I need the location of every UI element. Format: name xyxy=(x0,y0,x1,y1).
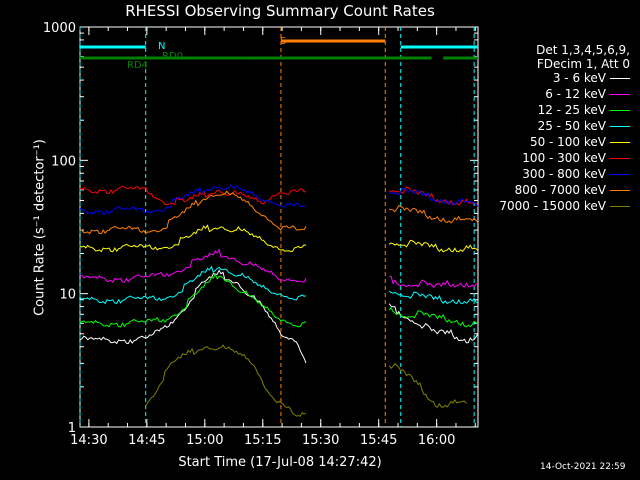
legend-swatch xyxy=(610,110,630,111)
legend-label: 100 - 300 keV xyxy=(522,151,606,165)
legend-label: 6 - 12 keV xyxy=(545,87,606,101)
series-line xyxy=(79,265,479,305)
legend-label: 12 - 25 keV xyxy=(537,103,606,117)
y-tick-label: 1000 xyxy=(43,21,76,36)
legend-swatch xyxy=(610,78,630,79)
y-tick-label: 100 xyxy=(51,154,76,169)
x-axis-label: Start Time (17-Jul-08 14:27:42) xyxy=(178,455,382,470)
y-axis-label: Count Rate (s⁻¹ detector⁻¹) xyxy=(32,139,48,316)
legend-swatch xyxy=(610,126,630,127)
state-label: S xyxy=(280,36,286,47)
series-line xyxy=(79,224,479,253)
legend-label: 300 - 800 keV xyxy=(522,167,606,181)
legend-entry: 6 - 12 keV xyxy=(545,87,630,101)
legend-swatch xyxy=(610,142,630,143)
legend-label: 50 - 100 keV xyxy=(529,135,606,149)
legend-swatch xyxy=(610,174,630,175)
legend-swatch xyxy=(610,94,630,95)
legend-entry: 7000 - 15000 keV xyxy=(499,199,630,213)
y-tick-label: 10 xyxy=(59,288,76,303)
series-line xyxy=(79,272,479,328)
legend-label: 7000 - 15000 keV xyxy=(499,199,606,213)
legend-entry: 300 - 800 keV xyxy=(522,167,630,181)
series-line xyxy=(79,185,479,207)
legend-header: FDecim 1, Att 0 xyxy=(536,57,630,71)
x-tick-label: 14:30 xyxy=(70,433,107,448)
chart-title: RHESSI Observing Summary Count Rates xyxy=(125,2,435,20)
legend-label: 25 - 50 keV xyxy=(537,119,606,133)
footer-timestamp: 14-Oct-2021 22:59 xyxy=(540,462,626,472)
x-tick-label: 15:30 xyxy=(302,433,339,448)
legend-entry: 100 - 300 keV xyxy=(522,151,630,165)
x-tick-label: 15:00 xyxy=(186,433,223,448)
legend-label: 3 - 6 keV xyxy=(552,71,606,85)
legend-entry: 12 - 25 keV xyxy=(538,103,630,117)
y-tick-label: 1 xyxy=(68,421,76,436)
legend-swatch xyxy=(610,190,630,191)
state-label: RD0 xyxy=(162,51,183,62)
legend-swatch xyxy=(610,206,630,207)
series-line xyxy=(79,248,479,289)
x-tick-label: 14:45 xyxy=(128,433,165,448)
legend-entry: 3 - 6 keV xyxy=(553,71,630,85)
series-line xyxy=(79,184,479,216)
series-line xyxy=(79,269,479,364)
series-line xyxy=(145,344,467,417)
state-label: RD4 xyxy=(127,60,148,71)
legend-entry: 50 - 100 keV xyxy=(530,135,630,149)
legend-label: 800 - 7000 keV xyxy=(514,183,606,197)
x-tick-label: 16:00 xyxy=(418,433,455,448)
legend-swatch xyxy=(610,158,630,159)
legend-entry: 25 - 50 keV xyxy=(538,119,630,133)
state-label: N xyxy=(158,41,165,52)
legend-header: Det 1,3,4,5,6,9, xyxy=(536,43,630,57)
x-tick-label: 15:15 xyxy=(244,433,281,448)
x-tick-label: 15:45 xyxy=(360,433,397,448)
series-line xyxy=(79,190,479,235)
legend-entry: 800 - 7000 keV xyxy=(515,183,630,197)
plot-frame xyxy=(79,26,479,428)
